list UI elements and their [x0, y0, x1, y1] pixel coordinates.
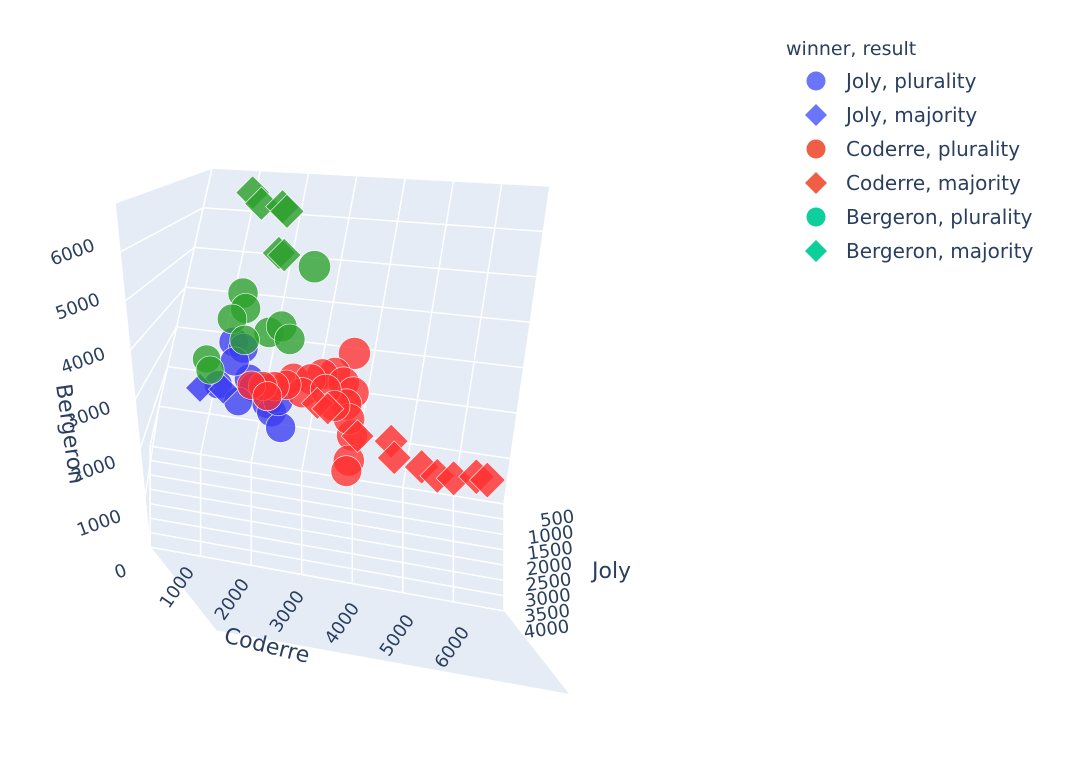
- grid-line-left: [134, 326, 178, 400]
- data-point[interactable]: [340, 419, 375, 453]
- x-tick-label: 500: [539, 506, 576, 532]
- grid-line-joly: [149, 531, 505, 597]
- data-point[interactable]: [274, 323, 306, 355]
- left-wall: [114, 166, 214, 548]
- legend-label: Coderre, plurality: [846, 137, 1021, 161]
- grid-line-left: [144, 406, 160, 498]
- grid-line-joly: [149, 517, 505, 582]
- grid-line-bergeron: [158, 405, 511, 460]
- legend-label: Bergeron, plurality: [846, 205, 1033, 229]
- z-tick-label: 5000: [53, 289, 103, 324]
- legend-item[interactable]: Coderre, plurality: [786, 132, 1076, 166]
- data-point[interactable]: [244, 186, 279, 221]
- data-point[interactable]: [468, 461, 506, 499]
- legend-diamond-icon: [786, 166, 846, 200]
- z-axis-title: Bergeron: [50, 382, 89, 485]
- data-point[interactable]: [252, 381, 283, 412]
- legend-label: Bergeron, majority: [846, 239, 1034, 263]
- legend-item[interactable]: Bergeron, plurality: [786, 200, 1076, 234]
- grid-line-left: [139, 366, 169, 449]
- legend: winner, result Joly, plurality Joly, majo…: [786, 34, 1076, 268]
- x-axis-title: Joly: [590, 559, 631, 584]
- data-point[interactable]: [330, 455, 362, 487]
- data-point[interactable]: [265, 412, 296, 443]
- legend-item[interactable]: Joly, majority: [786, 98, 1076, 132]
- data-point[interactable]: [338, 337, 371, 370]
- grid-line-coderre: [402, 180, 455, 488]
- grid-line-left: [124, 246, 195, 302]
- grid-line-left: [119, 207, 204, 253]
- legend-label: Joly, majority: [846, 103, 978, 127]
- data-point[interactable]: [267, 237, 302, 273]
- grid-line-joly: [149, 488, 505, 551]
- legend-item[interactable]: Joly, plurality: [786, 64, 1076, 98]
- legend-item[interactable]: Bergeron, majority: [786, 234, 1076, 268]
- legend-circle-icon: [786, 200, 846, 234]
- legend-circle-icon: [786, 64, 846, 98]
- legend-item[interactable]: Coderre, majority: [786, 166, 1076, 200]
- grid-line-joly: [149, 474, 505, 536]
- grid-line-coderre: [300, 175, 358, 471]
- legend-label: Joly, plurality: [846, 69, 977, 93]
- legend-diamond-icon: [786, 234, 846, 268]
- z-tick-label: 4000: [58, 343, 108, 378]
- data-point[interactable]: [229, 324, 260, 356]
- legend-diamond-icon: [786, 98, 846, 132]
- data-point[interactable]: [269, 193, 305, 229]
- legend-label: Coderre, majority: [846, 171, 1021, 195]
- data-point[interactable]: [311, 392, 345, 426]
- z-tick-label: 1000: [74, 506, 124, 541]
- z-tick-label: 6000: [47, 235, 97, 270]
- z-tick-label: 0: [112, 560, 130, 584]
- grid-line-joly: [149, 502, 505, 566]
- legend-title: winner, result: [786, 38, 917, 60]
- data-point[interactable]: [298, 250, 331, 284]
- grid-line-left: [129, 286, 186, 351]
- data-point[interactable]: [376, 440, 412, 476]
- grid-line-coderre: [452, 183, 503, 496]
- grid-line-bergeron: [194, 246, 537, 278]
- data-point[interactable]: [195, 355, 225, 385]
- legend-circle-icon: [786, 132, 846, 166]
- grid-line-joly: [149, 459, 505, 521]
